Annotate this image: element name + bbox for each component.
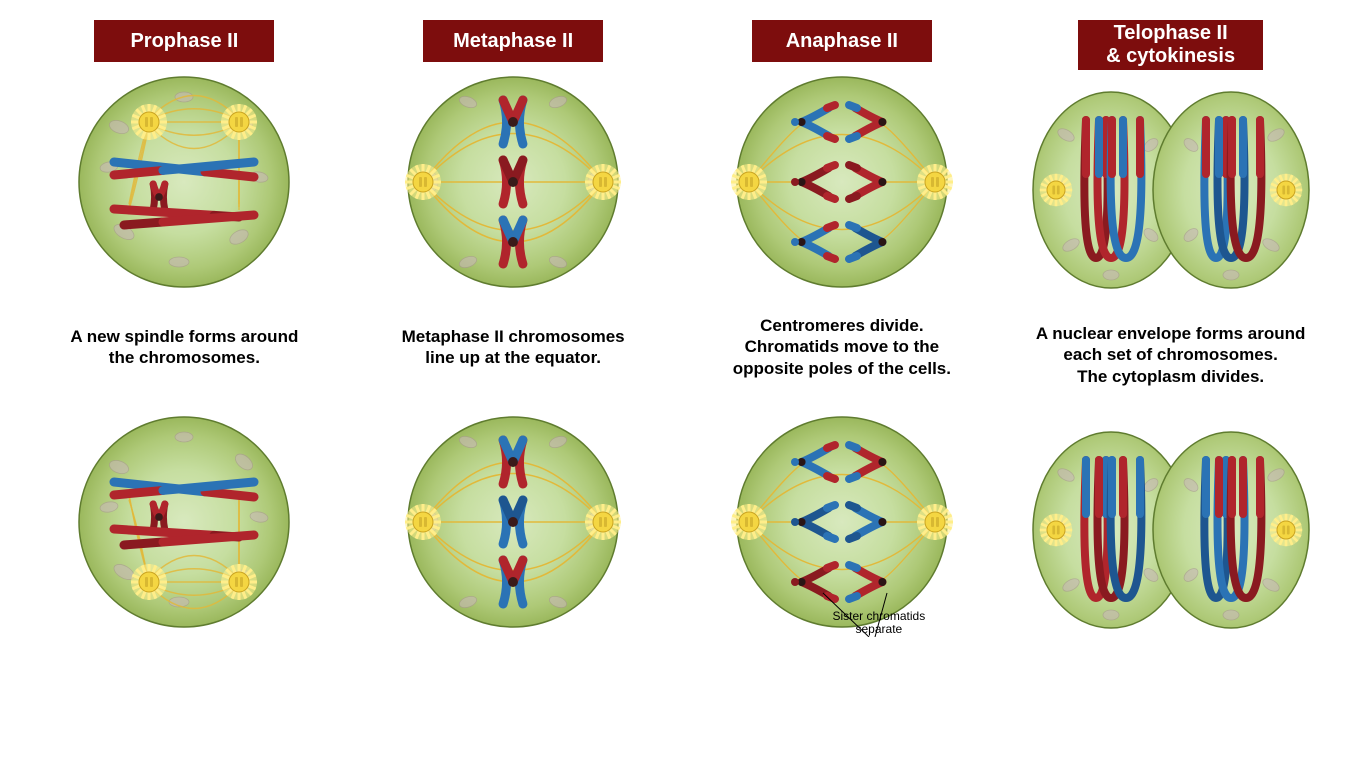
desc-anaphase: Centromeres divide. Chromatids move to t… xyxy=(727,302,957,392)
cell-metaphase-bottom xyxy=(359,392,668,652)
title-telophase: Telophase II & cytokinesis xyxy=(1078,20,1263,70)
column-telophase: Telophase II & cytokinesis A nuclear env… xyxy=(1016,20,1325,749)
cell-anaphase-bottom: Sister chromatids separate xyxy=(688,392,997,652)
title-metaphase: Metaphase II xyxy=(423,20,603,62)
cell-telophase-bottom xyxy=(1016,400,1325,660)
column-metaphase: Metaphase II Metaphase II chromosomes li… xyxy=(359,20,668,749)
desc-telophase: A nuclear envelope forms around each set… xyxy=(1030,310,1312,400)
cell-prophase-top xyxy=(30,62,339,302)
cell-metaphase-top xyxy=(359,62,668,302)
cell-prophase-bottom xyxy=(30,392,339,652)
desc-prophase: A new spindle forms around the chromosom… xyxy=(64,302,304,392)
title-anaphase: Anaphase II xyxy=(752,20,932,62)
cell-telophase-top xyxy=(1016,70,1325,310)
column-anaphase: Anaphase II Centromeres divide. Chromati… xyxy=(688,20,997,749)
column-prophase: Prophase II A new spindle forms around t… xyxy=(30,20,339,749)
desc-metaphase: Metaphase II chromosomes line up at the … xyxy=(396,302,631,392)
annotation-anaphase: Sister chromatids separate xyxy=(833,610,926,636)
cell-anaphase-top xyxy=(688,62,997,302)
title-prophase: Prophase II xyxy=(94,20,274,62)
